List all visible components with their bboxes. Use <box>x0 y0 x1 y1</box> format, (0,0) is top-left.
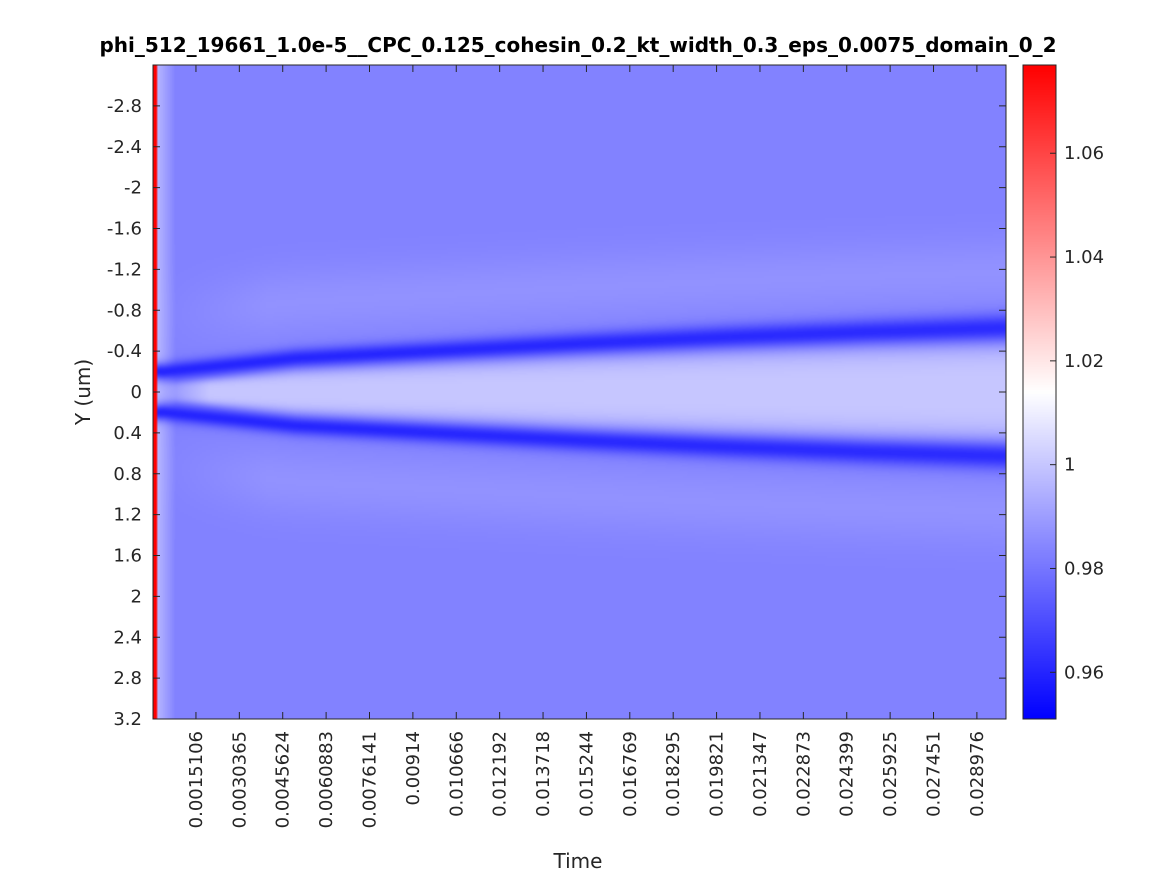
colorbar-ticks: 1.06 1.04 1.02 1 0.98 0.96 <box>1050 143 1104 683</box>
x-tick-label: 0.018295 <box>663 731 684 817</box>
heatmap-plot-area <box>152 64 1007 720</box>
x-tick-label: 0.016769 <box>620 731 641 817</box>
x-tick-label: 0.0045624 <box>273 731 294 828</box>
y-tick-label: 1.6 <box>113 546 142 567</box>
x-tick-label: 0.013718 <box>533 731 554 817</box>
heatmap-image <box>153 65 1006 719</box>
y-tick-label: 2.4 <box>113 627 142 648</box>
y-tick-label: 3.2 <box>113 709 142 730</box>
x-axis-label: Time <box>553 849 603 873</box>
chart-title: phi_512_19661_1.0e-5__CPC_0.125_cohesin_… <box>99 33 1056 57</box>
x-tick-label: 0.028976 <box>967 731 988 817</box>
x-tick-label: 0.022873 <box>793 731 814 817</box>
y-axis: -2.8 -2.4 -2 -1.6 -1.2 -0.8 -0.4 0 0.4 0.8 1.2 1.6 2… <box>107 96 1006 730</box>
x-tick-label: 0.027451 <box>924 731 945 817</box>
colorbar-tick-label: 1.04 <box>1064 247 1104 268</box>
colorbar: 1.06 1.04 1.02 1 0.98 0.96 <box>1022 64 1104 720</box>
colorbar-tick-label: 0.96 <box>1064 662 1104 683</box>
y-tick-label: 0.4 <box>113 423 142 444</box>
y-tick-label: -0.8 <box>107 300 142 321</box>
x-tick-label: 0.021347 <box>750 731 771 817</box>
y-tick-label: 0.8 <box>113 464 142 485</box>
x-tick-label: 0.024399 <box>837 731 858 817</box>
y-tick-label: -0.4 <box>107 341 142 362</box>
y-axis-label: Y (um) <box>71 359 95 426</box>
x-tick-label: 0.010666 <box>446 731 467 817</box>
x-tick-label: 0.025925 <box>880 731 901 817</box>
x-tick-label: 0.00914 <box>403 731 424 805</box>
y-tick-label: -2.8 <box>107 96 142 117</box>
x-tick-label: 0.0015106 <box>186 731 207 828</box>
y-tick-label: -2 <box>124 178 142 199</box>
colorbar-tick-label: 1.02 <box>1064 351 1104 372</box>
x-tick-label: 0.0076141 <box>359 731 380 828</box>
x-tick-label: 0.0060883 <box>316 731 337 828</box>
y-tick-label: 2 <box>131 586 142 607</box>
y-tick-label: 1.2 <box>113 505 142 526</box>
x-tick-label: 0.019821 <box>707 731 728 817</box>
y-tick-label: 0 <box>131 382 142 403</box>
y-tick-label: -1.6 <box>107 219 142 240</box>
x-axis: 0.0015106 0.0030365 0.0045624 0.0060883 0.00… <box>186 65 988 828</box>
x-tick-label: 0.0030365 <box>229 731 250 828</box>
colorbar-tick-label: 0.98 <box>1064 558 1104 579</box>
colorbar-tick-label: 1.06 <box>1064 143 1104 164</box>
y-tick-label: -2.4 <box>107 137 142 158</box>
x-tick-label: 0.012192 <box>490 731 511 817</box>
colorbar-tick-label: 1 <box>1064 455 1075 476</box>
y-tick-label: 2.8 <box>113 668 142 689</box>
colorbar-border <box>1022 64 1057 720</box>
y-tick-label: -1.2 <box>107 259 142 280</box>
colorbar-gradient <box>1023 65 1056 719</box>
x-tick-label: 0.015244 <box>576 731 597 817</box>
